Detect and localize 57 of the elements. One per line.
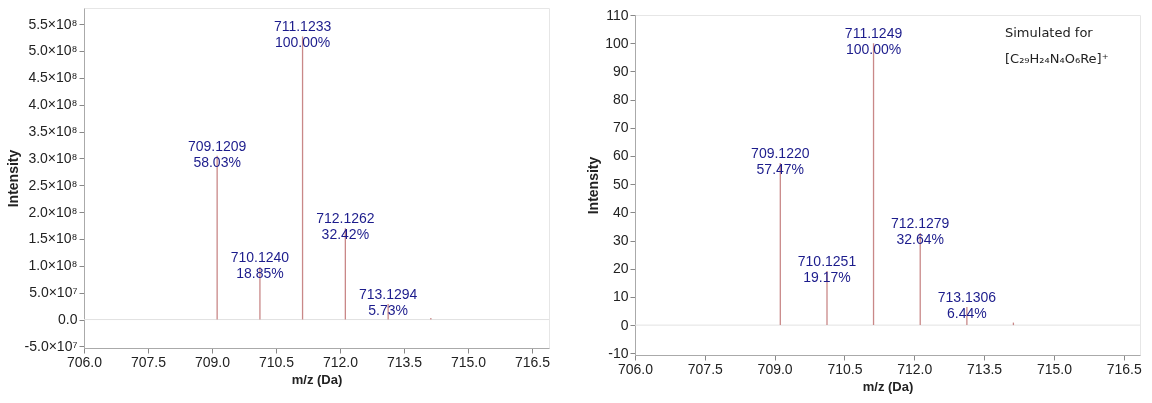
x-axis-title: m/z (Da) — [291, 371, 343, 387]
y-tick-label: 40 — [612, 203, 629, 220]
x-tick-label: 706.0 — [617, 360, 654, 377]
y-tick-label: 2.5×10⁸ — [28, 176, 78, 193]
y-tick-label: 50 — [612, 175, 629, 192]
annotation: Simulated for [C₂₉H₂₄N₄O₆Re]⁺ — [1005, 25, 1109, 66]
annotation: 709.1220 57.47% — [751, 145, 810, 178]
x-tick-label: 716.5 — [514, 353, 551, 370]
y-tick-label: 110 — [606, 6, 629, 23]
y-tick-label: 80 — [612, 91, 629, 108]
y-tick-label: 4.5×10⁸ — [28, 69, 78, 86]
y-tick-label: 5.0×10⁷ — [29, 284, 78, 301]
y-tick-label: 20 — [612, 260, 629, 277]
annotation: 711.1233 100.00% — [273, 18, 332, 51]
y-tick-label: 5.0×10⁸ — [28, 42, 78, 59]
x-tick-label: 715.0 — [1036, 360, 1073, 377]
y-tick-label: 5.5×10⁸ — [28, 15, 78, 32]
annotation: 710.1240 18.85% — [230, 248, 290, 281]
y-tick-label: 90 — [612, 62, 629, 79]
y-tick-label: -10 — [608, 344, 629, 361]
annotation: 709.1209 58.03% — [187, 137, 247, 170]
y-tick-label: 30 — [612, 232, 629, 249]
x-tick-label: 709.0 — [757, 360, 793, 377]
x-tick-label: 712.0 — [897, 360, 933, 377]
annotation: 712.1279 32.64% — [891, 215, 950, 248]
y-tick-label: 1.5×10⁸ — [28, 230, 78, 247]
annotation: 710.1251 19.17% — [797, 253, 857, 286]
y-tick-label: 4.0×10⁸ — [28, 96, 78, 113]
x-tick-label: 713.5 — [386, 353, 423, 370]
y-tick-label: 10 — [612, 288, 629, 305]
y-tick-label: 1.0×10⁸ — [28, 257, 78, 274]
x-tick-label: 706.0 — [66, 353, 103, 370]
annotation: 711.1249 100.00% — [844, 25, 903, 58]
y-tick-label: 3.0×10⁸ — [28, 149, 78, 166]
y-tick-label: 70 — [612, 119, 629, 136]
x-tick-label: 715.0 — [450, 353, 487, 370]
annotation: 712.1262 32.42% — [316, 210, 375, 243]
x-tick-label: 710.5 — [827, 360, 863, 377]
y-tick-label: 0.0 — [58, 311, 78, 328]
annotation: 713.1306 6.44% — [937, 288, 997, 321]
x-axis-title: m/z (Da) — [862, 378, 914, 394]
y-tick-label: 60 — [612, 147, 629, 164]
x-tick-label: 709.0 — [194, 353, 231, 370]
y-tick-label: 2.0×10⁸ — [28, 203, 78, 220]
y-axis-title: Intensity — [585, 156, 602, 215]
y-tick-label: 0 — [620, 316, 629, 333]
annotation: 713.1294 5.73% — [358, 285, 418, 318]
x-tick-label: 713.5 — [967, 360, 1003, 377]
y-tick-label: -5.0×10⁷ — [24, 337, 78, 354]
x-tick-label: 710.5 — [258, 353, 295, 370]
y-tick-label: 100 — [605, 34, 629, 51]
x-tick-label: 716.5 — [1106, 360, 1142, 377]
y-tick-label: 3.5×10⁸ — [28, 123, 78, 140]
x-tick-label: 707.5 — [687, 360, 724, 377]
x-tick-label: 712.0 — [322, 353, 359, 370]
x-tick-label: 707.5 — [130, 353, 167, 370]
y-axis-title: Intensity — [4, 149, 21, 208]
